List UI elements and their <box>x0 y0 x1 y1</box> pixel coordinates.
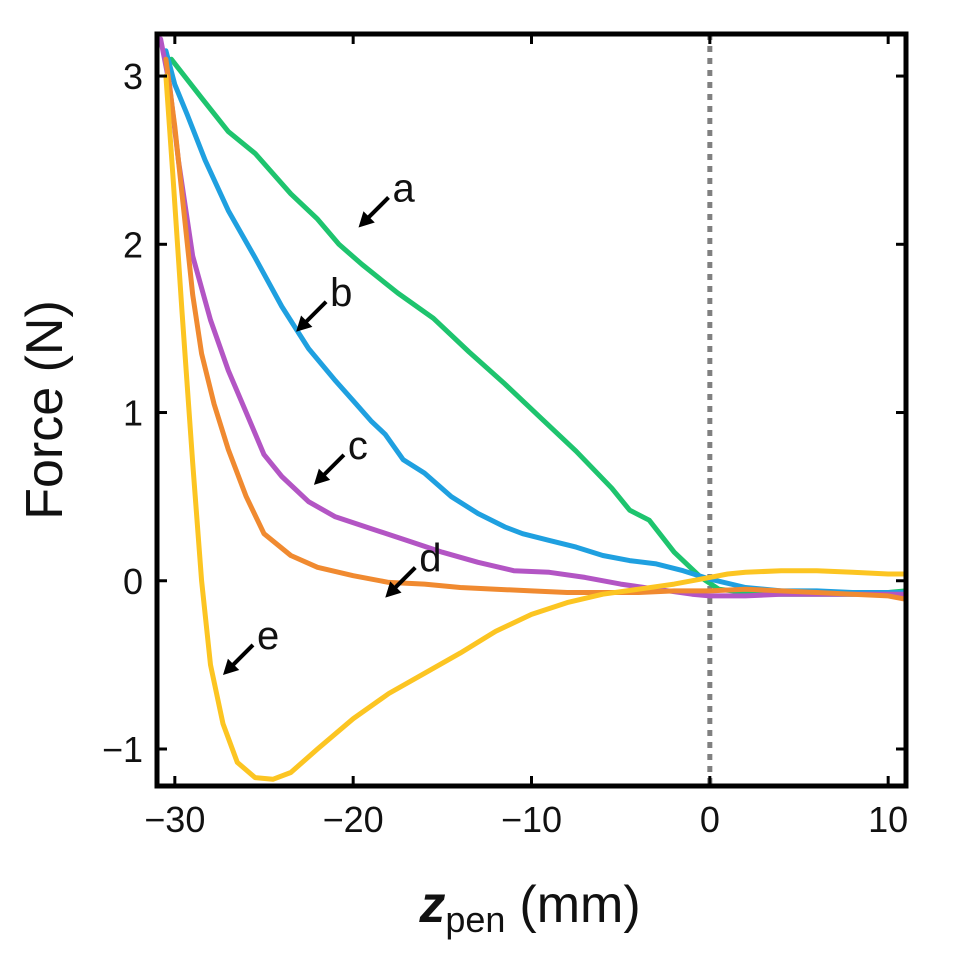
curve-annotations: a b c d e <box>222 166 442 675</box>
plot-frame <box>154 31 909 789</box>
x-tick-label: 10 <box>868 799 908 840</box>
y-tick-label: 1 <box>123 393 143 434</box>
y-tick-label: 0 <box>123 561 143 602</box>
series-d-line <box>163 56 906 602</box>
annotation-a-arrow-head <box>358 211 375 228</box>
x-tick-label: −10 <box>501 799 562 840</box>
y-tick-label: 3 <box>123 56 143 97</box>
annotation-d-arrow-head <box>385 581 402 598</box>
annotation-c-arrow-shaft <box>321 453 346 478</box>
annotation-a-arrow-shaft <box>366 196 390 220</box>
annotation-d-label: d <box>419 537 441 581</box>
x-axis-title-subscript: pen <box>445 899 505 940</box>
annotation-d-arrow-shaft <box>392 566 417 590</box>
series-c-line <box>158 36 906 599</box>
x-tick-label: 0 <box>700 799 720 840</box>
annotation-b-arrow-head <box>296 315 313 332</box>
annotation-c-label: c <box>348 424 368 468</box>
y-axis-title: Force (N) <box>16 300 74 520</box>
x-tick-label: −30 <box>144 799 205 840</box>
annotation-e-label: e <box>257 614 279 658</box>
annotation-e-arrow-shaft <box>230 643 255 668</box>
x-axis-title-main: z <box>418 876 445 934</box>
annotation-b-arrow-shaft <box>303 300 328 325</box>
annotation-c-arrow-head <box>313 468 331 485</box>
series-e-line <box>163 73 906 782</box>
x-tick-label: −20 <box>323 799 384 840</box>
annotation-e-arrow-head <box>222 658 240 675</box>
x-axis-title-unit: (mm) <box>519 876 640 934</box>
annotation-a-label: a <box>393 166 416 210</box>
annotation-b-label: b <box>330 271 352 315</box>
x-axis-title: zpen (mm) <box>418 876 640 940</box>
series-group <box>158 36 906 782</box>
y-tick-label: 2 <box>123 224 143 265</box>
y-tick-label: −1 <box>102 729 143 770</box>
